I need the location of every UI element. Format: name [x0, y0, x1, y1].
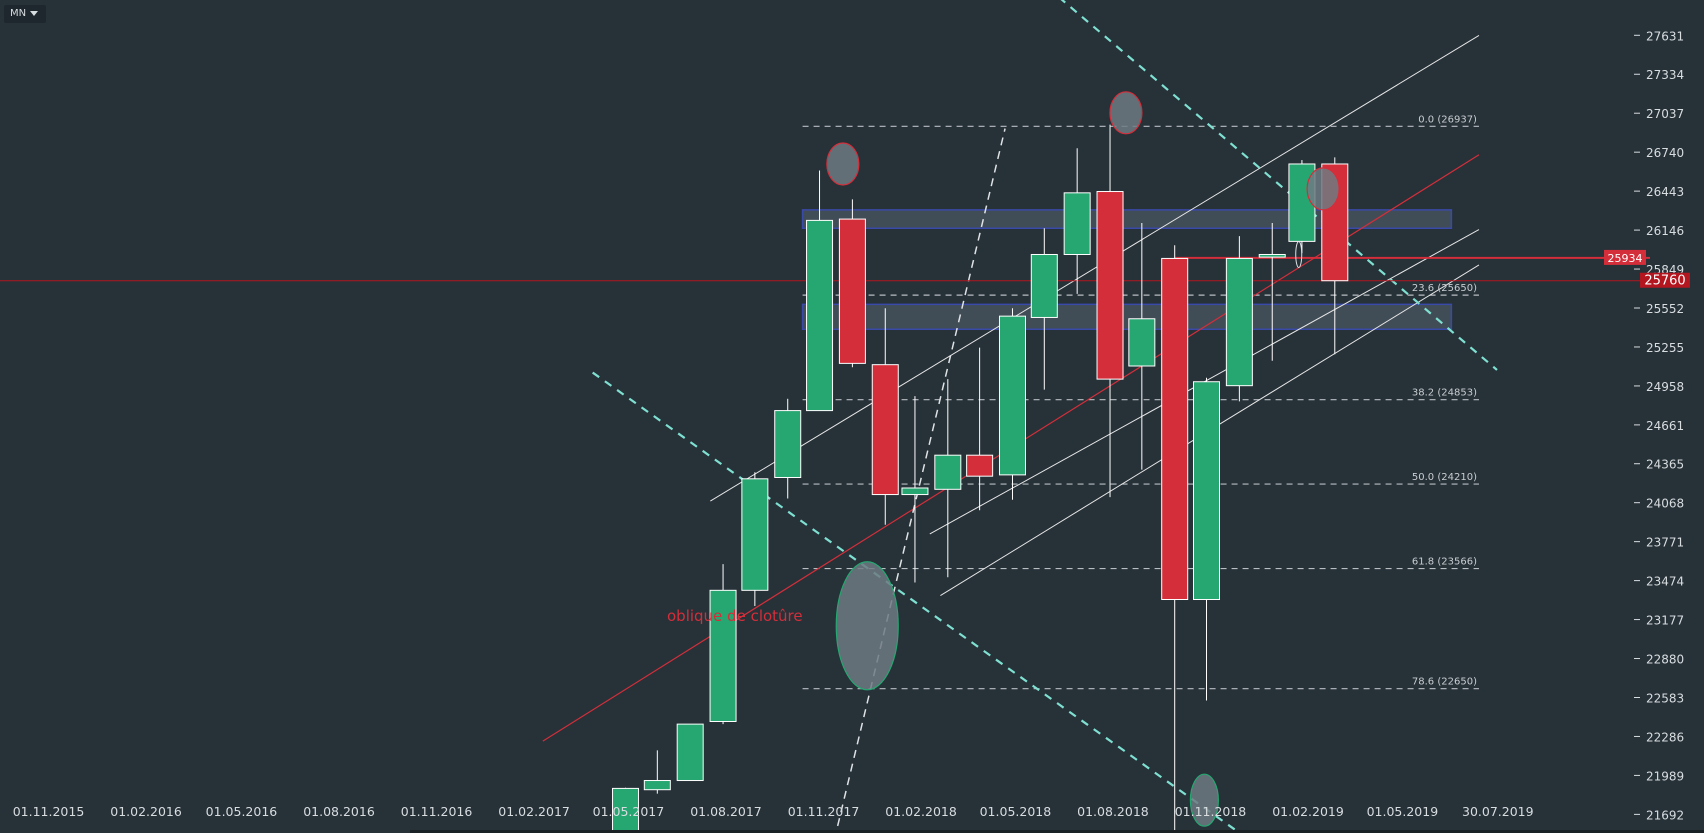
price-tick-label: 26443: [1646, 185, 1684, 199]
price-tick-label: 21692: [1646, 808, 1684, 822]
price-tick-label: 21989: [1646, 769, 1684, 783]
price-tick-label: 22286: [1646, 730, 1684, 744]
time-tick-label: 01.11.2018: [1175, 804, 1247, 819]
time-tick-label: 01.05.2019: [1367, 804, 1439, 819]
candle-body[interactable]: [998, 315, 1026, 476]
candle-body[interactable]: [1225, 257, 1253, 387]
timeframe-selector[interactable]: MN: [4, 5, 47, 23]
candle-body[interactable]: [612, 787, 640, 833]
time-tick-label: 01.11.2017: [788, 804, 860, 819]
time-tick-label: 30.07.2019: [1462, 804, 1534, 819]
steep-dashed-line[interactable]: [834, 128, 1006, 833]
annotation-label: oblique de clotûre: [667, 607, 803, 625]
time-tick-label: 01.02.2018: [885, 804, 957, 819]
candle-body[interactable]: [806, 219, 834, 412]
candle-body[interactable]: [643, 780, 671, 791]
candle-body[interactable]: [1030, 253, 1058, 318]
time-tick-label: 01.02.2019: [1272, 804, 1344, 819]
price-tick-label: 27334: [1646, 68, 1684, 82]
price-tick-label: 22880: [1646, 653, 1684, 667]
annotations: oblique de clotûre: [667, 607, 803, 625]
price-axis: 2763127334270372674026443261462584925552…: [1604, 29, 1690, 822]
price-tick-label: 25255: [1646, 341, 1684, 355]
candle-body[interactable]: [1096, 191, 1124, 380]
price-tick-label: 24068: [1646, 497, 1684, 511]
candle-body[interactable]: [966, 454, 994, 477]
highlight-ellipse[interactable]: [826, 142, 860, 186]
candle-body[interactable]: [709, 589, 737, 722]
price-badge-label: 25934: [1608, 252, 1643, 265]
price-tick-label: 26146: [1646, 224, 1684, 238]
candle-body[interactable]: [934, 454, 962, 490]
highlight-ellipse[interactable]: [1189, 773, 1219, 827]
price-tick-label: 25552: [1646, 302, 1684, 316]
chevron-down-icon: [30, 10, 39, 16]
fib-level-label: 78.6 (22650): [1412, 677, 1477, 688]
time-axis: 01.11.2015 01.02.2016 01.05.2016 01.08.2016…: [13, 804, 1534, 819]
candle-body[interactable]: [1193, 381, 1221, 600]
time-tick-label: 01.05.2017: [593, 804, 665, 819]
candle-body[interactable]: [838, 218, 866, 364]
price-tick-label: 23771: [1646, 536, 1684, 550]
channel-upper-line[interactable]: [710, 34, 1480, 502]
scrollbar[interactable]: [410, 830, 1704, 833]
trendlines: [0, 0, 1650, 833]
highlight-ellipse[interactable]: [835, 561, 899, 691]
time-tick-label: 01.08.2017: [690, 804, 762, 819]
candle-body[interactable]: [774, 410, 802, 478]
price-badge: [1640, 272, 1690, 288]
time-tick-label: 01.05.2016: [206, 804, 278, 819]
price-tick-label: 24661: [1646, 419, 1684, 433]
candlesticks: [612, 124, 1349, 833]
candle-body[interactable]: [1161, 257, 1189, 600]
candle-body[interactable]: [901, 487, 929, 496]
highlight-ellipse[interactable]: [1306, 167, 1340, 211]
price-tick-label: 22583: [1646, 691, 1684, 705]
highlight-markers: [826, 91, 1340, 827]
time-tick-label: 01.05.2018: [980, 804, 1052, 819]
fib-level-label: 38.2 (24853): [1412, 388, 1477, 399]
price-tick-label: 27037: [1646, 107, 1684, 121]
price-badge-label: 25760: [1644, 274, 1685, 289]
fib-level-label: 50.0 (24210): [1412, 472, 1477, 483]
price-tick-label: 23474: [1646, 575, 1684, 589]
price-tick-label: 26740: [1646, 146, 1684, 160]
price-badge: [1604, 249, 1646, 265]
zone-rect[interactable]: [801, 303, 1453, 331]
time-tick-label: 01.02.2017: [498, 804, 570, 819]
descending-channel-upper[interactable]: [1059, 0, 1498, 371]
price-tick-label: 24958: [1646, 380, 1684, 394]
candle-body[interactable]: [871, 364, 899, 496]
candle-body[interactable]: [1063, 192, 1091, 255]
fib-level-label: 0.0 (26937): [1418, 114, 1477, 125]
time-tick-label: 01.02.2016: [110, 804, 182, 819]
price-tick-label: 24365: [1646, 458, 1684, 472]
time-tick-label: 01.11.2016: [401, 804, 473, 819]
time-tick-label: 01.08.2016: [303, 804, 375, 819]
highlight-ellipse[interactable]: [1109, 91, 1143, 135]
time-tick-label: 01.08.2018: [1077, 804, 1149, 819]
price-tick-label: 23177: [1646, 614, 1684, 628]
zone-rect[interactable]: [801, 209, 1453, 230]
candle-body[interactable]: [676, 723, 704, 782]
candle-body[interactable]: [741, 478, 769, 591]
candle-body[interactable]: [1128, 318, 1156, 367]
fib-level-label: 61.8 (23566): [1412, 557, 1477, 568]
time-tick-label: 01.11.2015: [13, 804, 85, 819]
small-highlight-ellipse[interactable]: [1295, 240, 1303, 268]
price-tick-label: 27631: [1646, 29, 1684, 43]
fib-level-label: 23.6 (25650): [1412, 283, 1477, 294]
candle-body[interactable]: [1258, 253, 1286, 258]
timeframe-label: MN: [10, 8, 27, 19]
